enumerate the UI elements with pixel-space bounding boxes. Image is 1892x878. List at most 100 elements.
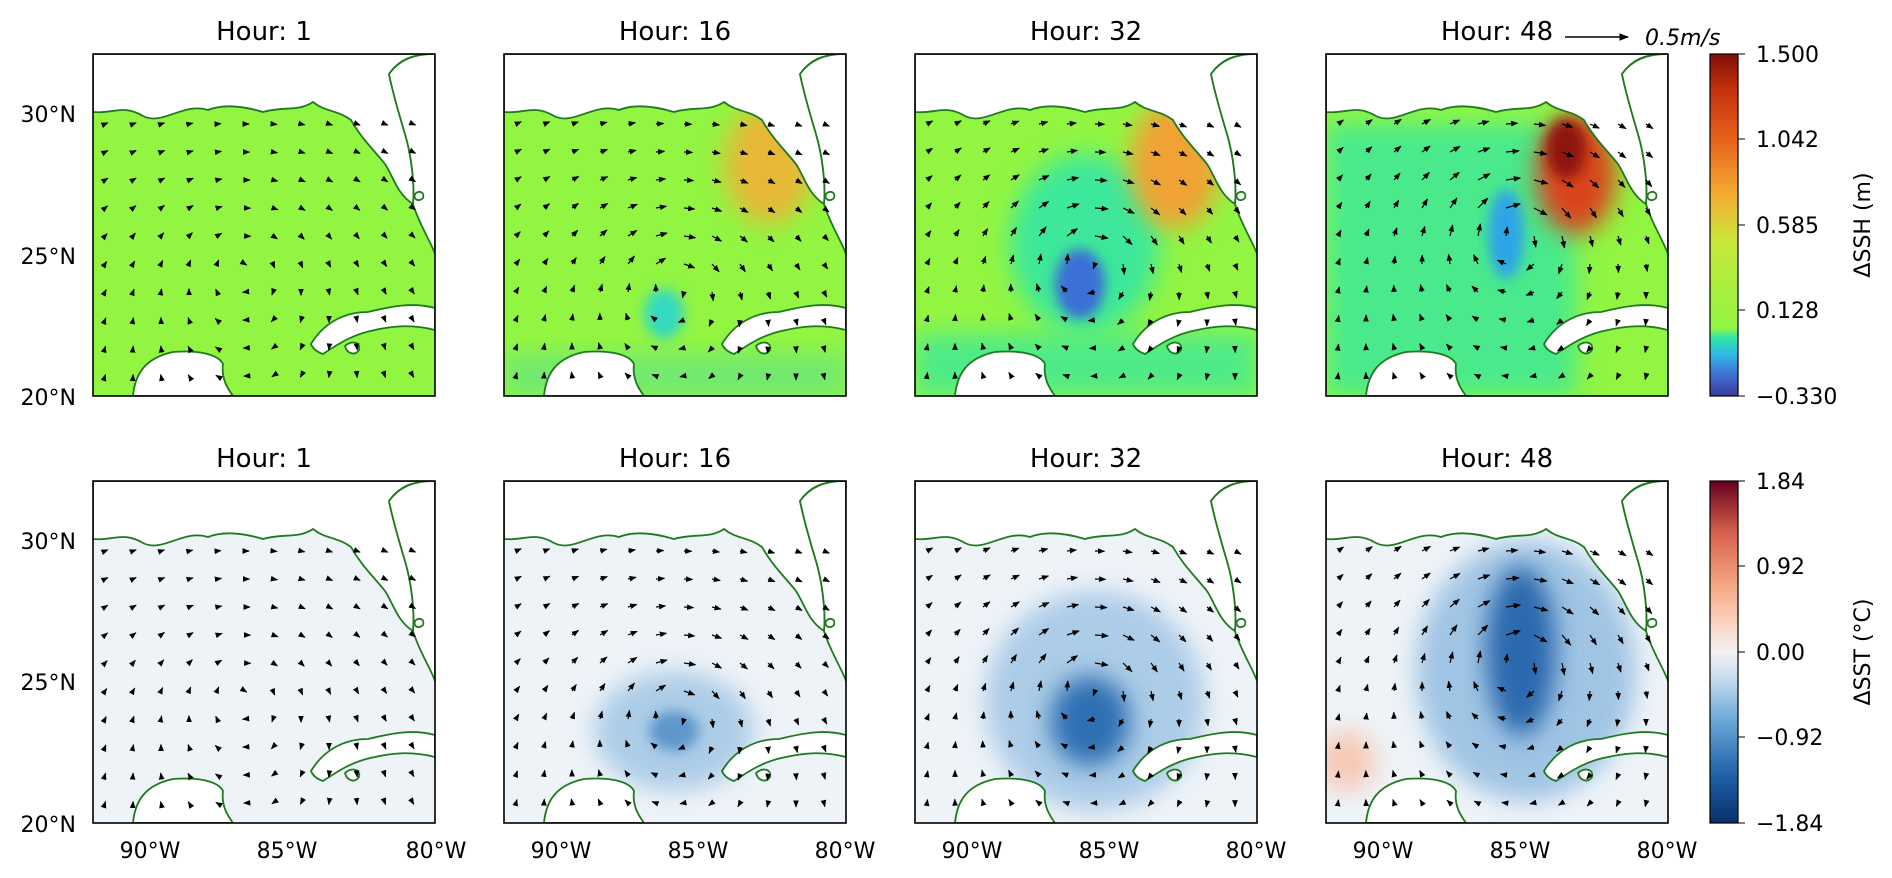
- current-vector: [655, 548, 665, 554]
- current-vector: [1505, 575, 1520, 582]
- current-vector: [683, 632, 696, 639]
- panel-frame: [914, 53, 1258, 397]
- current-vector: [380, 147, 389, 154]
- current-vector: [215, 374, 223, 382]
- current-vector: [821, 716, 828, 725]
- current-vector: [325, 260, 332, 268]
- current-vector: [982, 574, 991, 581]
- current-vector: [953, 628, 961, 637]
- current-vector: [1150, 606, 1161, 613]
- current-vector: [1150, 207, 1161, 216]
- current-vector: [1064, 253, 1071, 265]
- current-vector: [766, 690, 773, 699]
- current-vector: [1117, 772, 1126, 779]
- current-vector: [793, 689, 801, 698]
- current-vector: [739, 206, 749, 213]
- current-vector: [1122, 121, 1133, 128]
- current-vector: [952, 313, 958, 322]
- current-vector: [1391, 769, 1398, 778]
- current-vector: [1364, 173, 1372, 181]
- current-vector: [214, 346, 223, 354]
- current-vector: [1643, 772, 1650, 781]
- current-vector: [353, 176, 361, 183]
- current-vector: [597, 283, 604, 293]
- current-vector: [820, 345, 827, 353]
- current-vector: [1617, 606, 1626, 615]
- current-vector: [1206, 178, 1215, 186]
- current-vector: [925, 574, 934, 582]
- current-vector: [186, 205, 194, 212]
- current-vector: [1533, 548, 1547, 555]
- current-vector: [1477, 547, 1490, 553]
- current-vector: [737, 291, 744, 301]
- current-vector: [513, 713, 520, 722]
- current-vector: [270, 315, 278, 323]
- current-vector: [794, 576, 803, 583]
- current-vector: [325, 204, 333, 211]
- current-vector: [1363, 285, 1369, 293]
- current-vector: [1008, 769, 1015, 778]
- current-vector: [625, 739, 631, 748]
- current-vector: [1421, 118, 1431, 126]
- land-mass: [954, 777, 1057, 823]
- current-vector: [1445, 343, 1453, 351]
- current-vector: [925, 202, 933, 210]
- current-vector: [513, 258, 521, 267]
- current-vector: [1445, 741, 1453, 749]
- current-vector: [1232, 717, 1238, 726]
- current-vector: [1038, 226, 1047, 237]
- current-vector: [923, 741, 930, 750]
- current-vector: [1064, 680, 1071, 692]
- current-vector: [157, 577, 166, 583]
- panel-title-ssh-1: Hour: 1: [216, 17, 312, 47]
- current-vector: [1505, 120, 1519, 127]
- current-vector: [408, 370, 415, 378]
- current-vector: [1365, 146, 1373, 154]
- current-vector: [297, 687, 304, 696]
- current-vector: [1122, 605, 1135, 612]
- current-vector: [1615, 718, 1621, 727]
- current-vector: [822, 604, 830, 611]
- current-vector: [100, 177, 109, 185]
- current-vector: [1421, 171, 1430, 181]
- current-vector: [1061, 345, 1070, 352]
- current-vector: [186, 604, 194, 611]
- current-vector: [1528, 771, 1536, 778]
- current-vector: [1533, 207, 1548, 216]
- current-vector: [540, 769, 547, 778]
- current-vector: [514, 575, 522, 582]
- current-vector: [1497, 288, 1507, 295]
- current-vector: [924, 257, 931, 266]
- current-vector: [1533, 150, 1548, 156]
- current-vector: [1008, 681, 1015, 692]
- current-vector: [1472, 344, 1481, 352]
- current-vector: [1419, 342, 1426, 351]
- current-vector: [408, 231, 416, 239]
- current-vector: [1391, 255, 1398, 265]
- current-vector: [1176, 690, 1183, 701]
- current-vector: [571, 656, 579, 664]
- lon-tick-85-p2: 85°W: [668, 839, 729, 864]
- current-vector: [981, 655, 989, 664]
- map-panel-ssh-1: [92, 53, 436, 397]
- current-vector: [1617, 122, 1627, 130]
- current-vector: [514, 176, 522, 183]
- current-vector: [1178, 606, 1188, 613]
- current-vector: [1035, 799, 1043, 807]
- ssh-cb-tick-2: 0.585: [1756, 214, 1819, 239]
- current-vector: [408, 546, 417, 553]
- current-vector: [157, 687, 164, 695]
- current-vector: [683, 177, 695, 184]
- current-vector: [129, 177, 137, 184]
- current-vector: [650, 345, 659, 352]
- current-vector: [325, 288, 332, 296]
- current-vector: [767, 605, 776, 612]
- current-vector: [598, 256, 606, 265]
- current-vector: [1561, 122, 1574, 129]
- current-vector: [923, 371, 930, 380]
- current-vector: [1034, 343, 1042, 351]
- current-vectors: [100, 546, 417, 809]
- current-vector: [980, 342, 987, 351]
- current-vector: [541, 257, 549, 266]
- current-vector: [1118, 718, 1125, 727]
